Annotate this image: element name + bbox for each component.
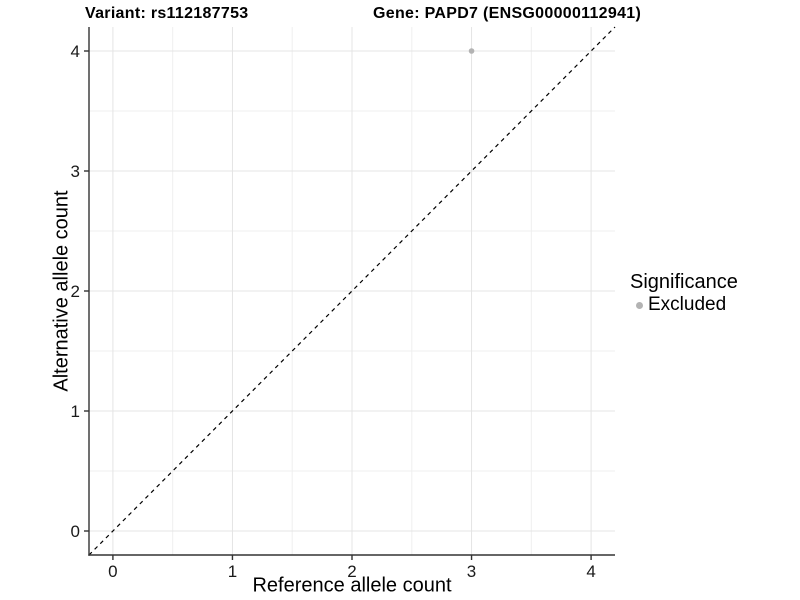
legend-point-icon — [636, 301, 643, 309]
y-tick-label: 3 — [71, 162, 80, 181]
y-axis-title: Alternative allele count — [50, 190, 73, 392]
x-tick-label: 2 — [347, 562, 356, 581]
data-point — [468, 48, 475, 54]
y-tick-label: 2 — [71, 282, 80, 301]
y-tick-label: 4 — [71, 42, 80, 61]
x-tick-label: 3 — [467, 562, 476, 581]
y-tick-label: 0 — [71, 522, 80, 541]
legend: Significance Excluded — [630, 271, 738, 316]
legend-item-label: Excluded — [648, 294, 727, 315]
plot-title-gene: Gene: PAPD7 (ENSG00000112941) — [373, 5, 642, 22]
legend-title: Significance — [630, 271, 738, 293]
y-tick-label: 1 — [71, 402, 80, 421]
x-tick-label: 4 — [586, 562, 595, 581]
plot-title-variant: Variant: rs112187753 — [85, 5, 249, 22]
x-tick-label: 0 — [108, 562, 117, 581]
x-axis-title: Reference allele count — [252, 574, 452, 597]
x-tick-label: 1 — [228, 562, 237, 581]
legend-item-excluded: Excluded — [630, 294, 738, 316]
